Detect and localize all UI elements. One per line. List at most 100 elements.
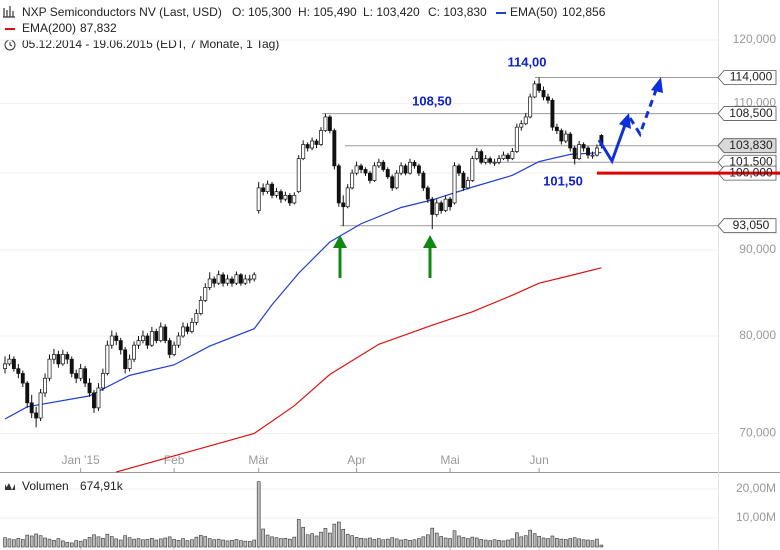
candle-body [154, 331, 159, 341]
volume-bar [301, 526, 305, 548]
volume-bar [20, 539, 25, 548]
volume-bar [332, 523, 337, 548]
volume-bar [203, 536, 208, 548]
volume-bar [296, 519, 301, 548]
quote-low: L: 103,420 [363, 5, 420, 19]
volume-bar [443, 537, 448, 548]
volume-bar [537, 535, 541, 548]
volume-bar [163, 537, 168, 548]
candle-body [7, 358, 12, 365]
candle-body [323, 116, 328, 131]
candle-body [287, 195, 292, 204]
volume-bar [559, 538, 564, 548]
volume-bar [310, 533, 314, 548]
candle-body [305, 144, 310, 149]
candle-body [359, 165, 363, 170]
volume-bar [265, 534, 270, 548]
level-label: 108,500 [729, 106, 773, 120]
candle-body [3, 363, 7, 370]
candle-body [149, 331, 154, 346]
volume-bar [105, 533, 110, 548]
candle-body [83, 368, 88, 384]
candle-body [470, 158, 475, 181]
volume-bar [550, 535, 555, 548]
volume-bar [127, 537, 132, 548]
candle-body [221, 274, 226, 284]
level-label: 103,830 [729, 138, 773, 152]
legend-value: 102,856 [562, 5, 606, 19]
volume-bar [506, 539, 510, 548]
volume-bar [136, 538, 141, 548]
candle-body [11, 358, 16, 370]
candle-body [87, 382, 92, 394]
volume-bar [288, 538, 292, 548]
volume-bar [141, 539, 145, 548]
volume-bar [368, 537, 372, 548]
candle-body [16, 368, 21, 374]
candle-body [74, 373, 79, 379]
clock-hand [9, 42, 13, 47]
volume-bar [345, 533, 350, 548]
volume-bar [510, 538, 515, 548]
volume-bar [101, 537, 105, 548]
candle-body [265, 183, 270, 192]
volume-bar [501, 540, 506, 548]
quote-open: O: 105,300 [232, 5, 292, 19]
candle-body [243, 278, 248, 284]
candle-body [354, 165, 359, 174]
candle-body [56, 354, 61, 365]
volume-bar [118, 539, 123, 548]
candle-body [408, 161, 412, 174]
volume-bar [328, 532, 332, 548]
candle-body [238, 274, 243, 284]
volume-bar [56, 538, 61, 548]
candle-body [114, 335, 119, 341]
volume-bar [572, 537, 577, 548]
volume-value: 674,91k [80, 479, 124, 493]
candle-body [43, 377, 47, 394]
candle-body [230, 278, 234, 284]
candle-body [29, 402, 34, 414]
volume-bar [523, 535, 528, 548]
volume-bar [408, 540, 412, 548]
candle-body [278, 191, 283, 200]
candle-body [523, 116, 528, 125]
volume-bar [474, 537, 479, 548]
candle-body [145, 335, 150, 346]
ema-line [116, 267, 602, 473]
volume-bar [283, 537, 288, 548]
forecast-arrow [597, 124, 627, 165]
volume-bar [483, 539, 488, 548]
ema-line [4, 151, 602, 420]
candle-body [492, 161, 497, 164]
volume-bar [96, 536, 101, 548]
candle-body [403, 165, 408, 174]
x-tick-label: Mär [248, 453, 269, 467]
level-box [717, 138, 777, 154]
volume-bar [78, 540, 83, 548]
candle-body [412, 161, 417, 167]
candle-body [20, 373, 25, 384]
volume-bar [488, 540, 492, 548]
volume-bar [461, 537, 466, 548]
candle-body [563, 133, 568, 142]
instrument: NXP Semiconductors NV (Last, USD) [22, 5, 222, 19]
x-tick-label: Mai [440, 453, 459, 467]
candle-body [416, 165, 421, 174]
candle-body [105, 344, 110, 374]
candle-body [501, 154, 506, 160]
candle-body [532, 83, 537, 98]
candle-body [399, 165, 404, 174]
volume-bar [426, 534, 430, 548]
volume-bar [399, 539, 403, 548]
volume-bar [123, 535, 127, 548]
volume-bar [243, 540, 248, 548]
volume-bar [381, 539, 386, 548]
candle-body [100, 373, 105, 389]
candle-body [385, 169, 390, 178]
candle-body [261, 187, 266, 192]
volume-bar [457, 535, 461, 548]
candle-body [430, 198, 435, 215]
candle-body [577, 144, 582, 160]
candle-body [341, 202, 346, 208]
